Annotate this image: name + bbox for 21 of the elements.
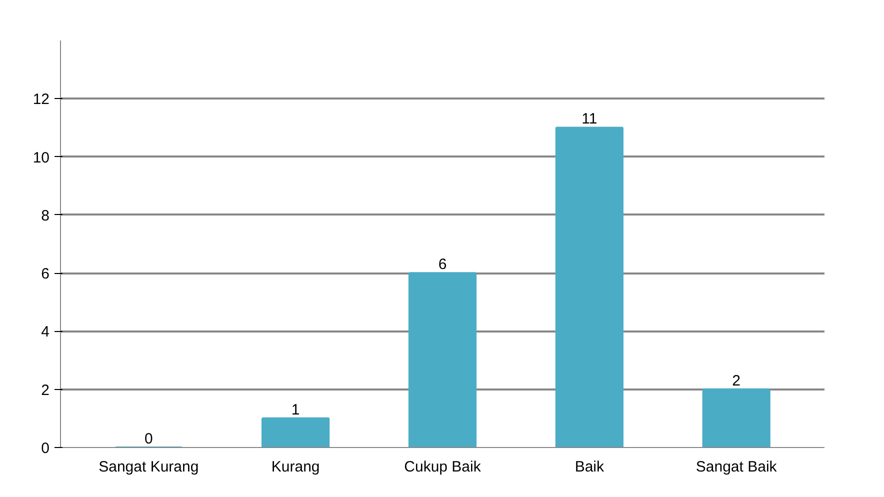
x-tick-label: Cukup Baik: [404, 458, 482, 476]
x-tick-label: Sangat Baik: [696, 458, 778, 476]
data-label: 11: [582, 110, 598, 128]
y-tick-label: 4: [41, 324, 50, 341]
x-tick-label: Sangat Kurang: [98, 458, 199, 476]
x-tick-label: Kurang: [271, 458, 320, 476]
x-tick-label: Baik: [574, 458, 605, 476]
data-label: 1: [291, 401, 300, 418]
y-tick-label: 12: [32, 91, 50, 108]
y-tick-label: 10: [32, 149, 50, 166]
y-tick-label: 6: [41, 266, 50, 283]
data-label: 0: [144, 430, 153, 448]
bar: [408, 272, 477, 448]
bar: [702, 388, 770, 448]
data-label: 2: [732, 372, 741, 390]
y-tick-label: 8: [41, 207, 50, 224]
bar: [262, 417, 330, 448]
bar: [555, 126, 624, 448]
y-tick-label: 0: [41, 440, 50, 457]
y-tick-label: 2: [41, 382, 50, 399]
data-label: 6: [438, 256, 447, 274]
